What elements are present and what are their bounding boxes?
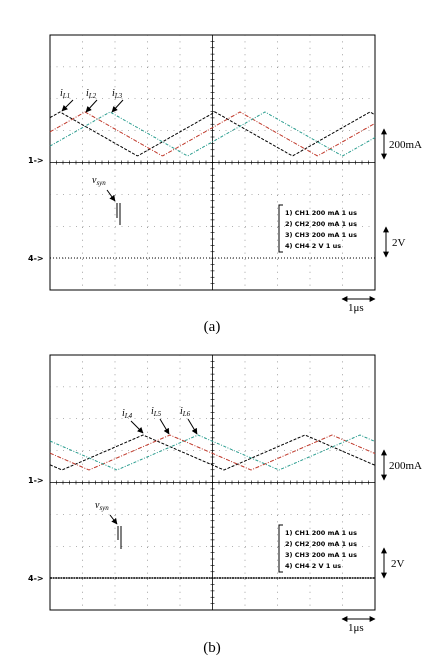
current-waveform (49, 111, 376, 157)
sync-label: vsyn (92, 175, 106, 187)
channel-marker: 4-> (28, 574, 44, 583)
current-scale: 200mA (389, 460, 422, 472)
symbol: i (122, 408, 125, 419)
legend-entry: 2) CH2 200 mA 1 us (285, 220, 357, 228)
caption: (b) (203, 640, 221, 656)
legend-entry: 1) CH1 200 mA 1 us (285, 209, 357, 217)
legend-bracket (278, 204, 283, 253)
caption: (a) (204, 319, 221, 335)
current-label: iL4 (122, 408, 133, 420)
current-waveform (49, 434, 376, 471)
arrow (130, 420, 144, 434)
subscript: L6 (182, 410, 191, 418)
channel-marker: 1-> (28, 156, 44, 165)
arrow (159, 418, 170, 435)
arrow (187, 418, 198, 435)
legend-entry: 2) CH2 200 mA 1 us (285, 540, 357, 548)
subscript: L3 (114, 92, 123, 100)
channel-marker: 4-> (28, 254, 44, 263)
sync-label: vsyn (95, 500, 109, 512)
symbol: i (86, 88, 89, 99)
time-scale: 1μs (348, 302, 364, 314)
current-waveform (49, 434, 376, 471)
voltage-scale: 2V (391, 558, 405, 570)
waves (49, 111, 376, 579)
legend-entry: 3) CH3 200 mA 1 us (285, 551, 357, 559)
time-scale: 1μs (348, 622, 364, 634)
sync-pulse (117, 526, 122, 549)
subscript: L5 (153, 410, 162, 418)
legend-entry: 3) CH3 200 mA 1 us (285, 231, 357, 239)
symbol: i (151, 406, 154, 417)
current-label: iL1 (60, 88, 70, 100)
current-label: iL2 (86, 88, 97, 100)
arrow (109, 514, 118, 525)
sync-pulse (116, 203, 121, 225)
subscript: syn (99, 504, 109, 512)
current-scale: 200mA (389, 139, 422, 151)
voltage-scale: 2V (392, 237, 406, 249)
current-label: iL5 (151, 406, 162, 418)
symbol: i (112, 88, 115, 99)
subscript: L4 (124, 412, 133, 420)
current-label: iL3 (112, 88, 123, 100)
legend-bracket (278, 524, 283, 573)
subscript: syn (96, 179, 106, 187)
current-waveform (49, 111, 376, 157)
symbol: i (180, 406, 183, 417)
arrow (61, 99, 74, 112)
current-waveform (49, 434, 376, 471)
legend-entry: 1) CH1 200 mA 1 us (285, 529, 357, 537)
arrow (85, 99, 98, 113)
subscript: L1 (62, 92, 70, 100)
symbol: i (60, 88, 63, 99)
arrow (111, 99, 124, 113)
legend-entry: 4) CH4 2 V 1 us (285, 562, 341, 570)
current-label: iL6 (180, 406, 191, 418)
channel-marker: 1-> (28, 476, 44, 485)
symbol: v (92, 175, 97, 186)
current-waveform (49, 111, 376, 157)
symbol: v (95, 500, 100, 511)
legend-entry: 4) CH4 2 V 1 us (285, 242, 341, 250)
arrow (106, 189, 116, 202)
subscript: L2 (88, 92, 97, 100)
